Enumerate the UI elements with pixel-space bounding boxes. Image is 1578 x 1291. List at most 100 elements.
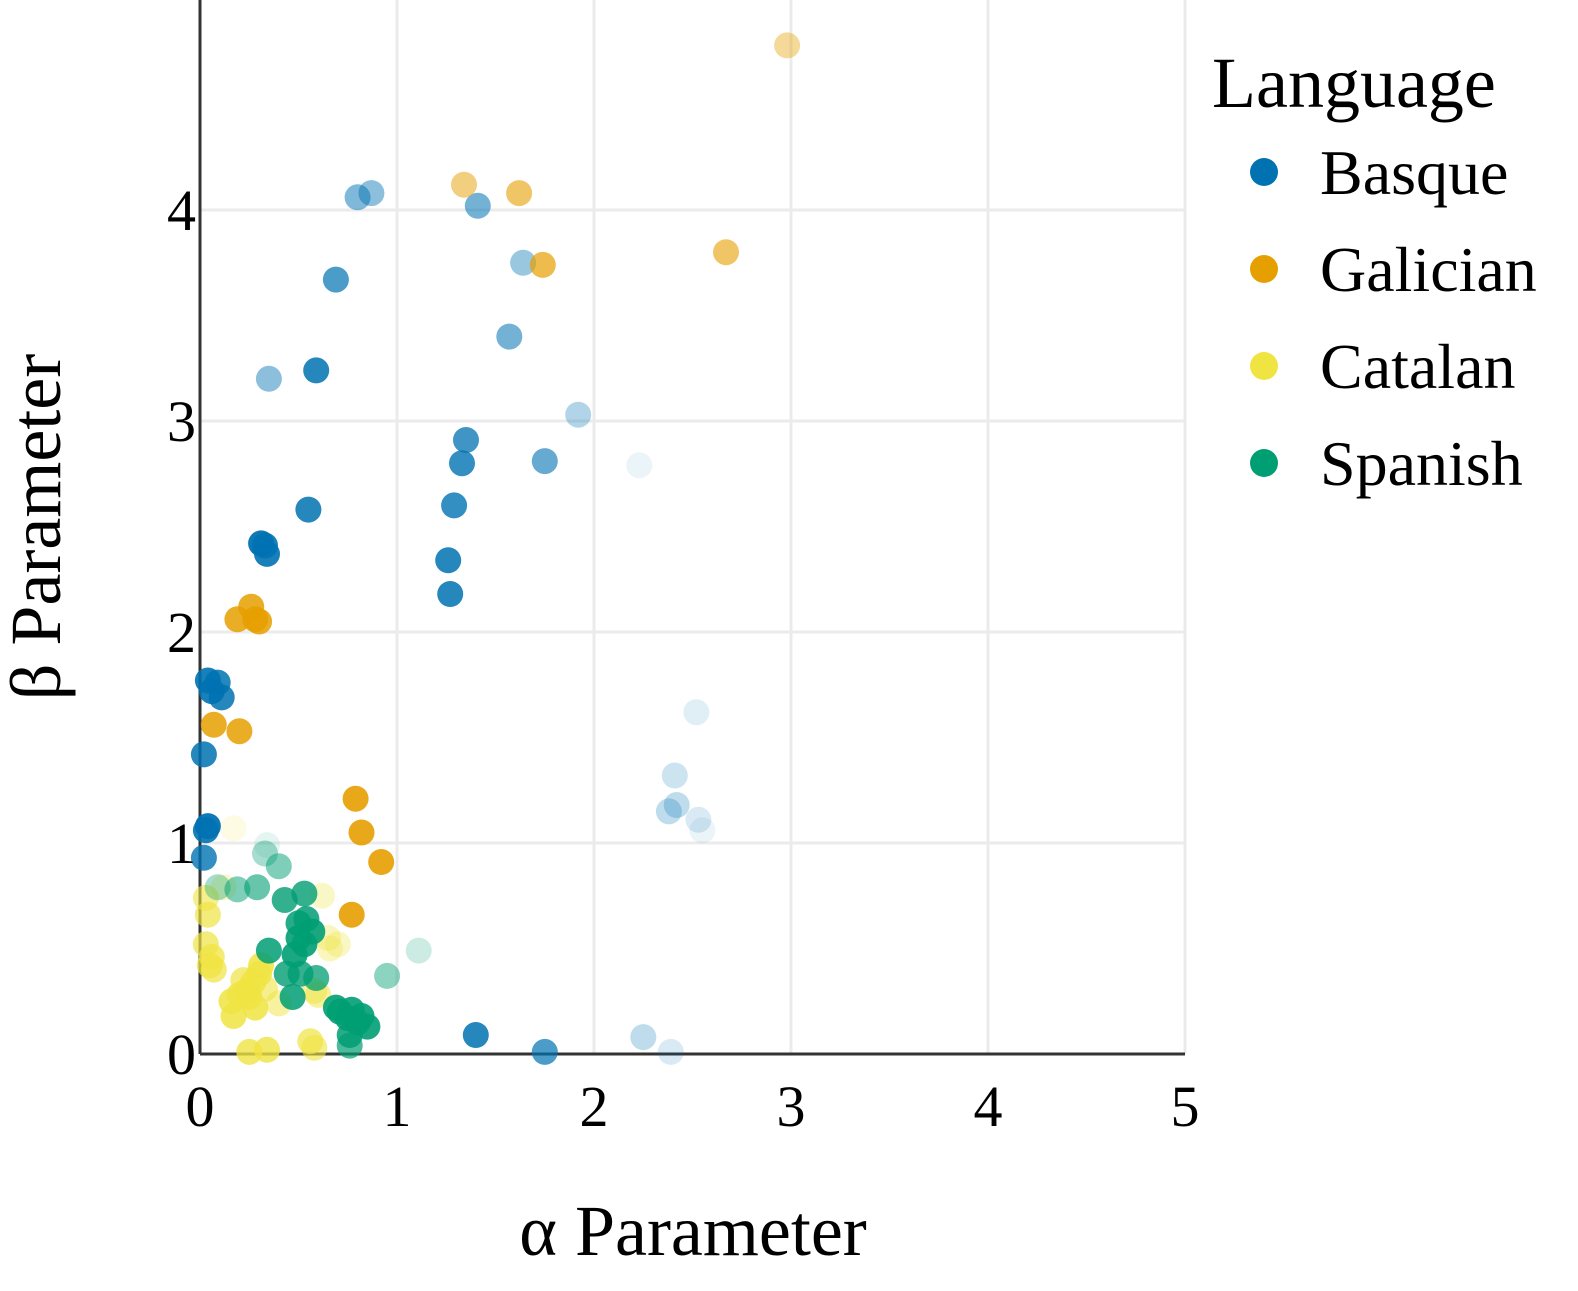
point-spanish-26 <box>374 962 401 989</box>
point-basque-9 <box>453 427 479 453</box>
point-spanish-5 <box>244 874 271 901</box>
point-basque-33 <box>689 817 716 844</box>
point-basque-8 <box>565 401 592 428</box>
y-axis-title: β Parameter <box>0 354 76 700</box>
point-basque-14 <box>295 496 322 523</box>
legend-label-basque: Basque <box>1320 137 1508 208</box>
point-galician-12 <box>348 819 375 846</box>
point-basque-5 <box>496 323 523 350</box>
point-basque-26 <box>192 817 219 844</box>
point-basque-7 <box>255 365 282 392</box>
series-galician <box>200 32 801 928</box>
point-catalan-26 <box>324 931 351 958</box>
legend-items: Basque Galician Catalan Spanish <box>1250 137 1537 499</box>
point-basque-1 <box>358 180 385 207</box>
point-spanish-2 <box>265 853 292 880</box>
legend-key-basque <box>1250 158 1278 186</box>
point-basque-23 <box>208 684 235 711</box>
grid <box>200 0 1187 1054</box>
point-spanish-6 <box>271 887 298 913</box>
point-galician-6 <box>224 606 251 633</box>
point-spanish-0 <box>254 832 280 859</box>
x-tick-label-3: 3 <box>777 1074 806 1139</box>
point-spanish-17 <box>303 965 330 991</box>
point-catalan-22 <box>301 1034 328 1061</box>
point-spanish-7 <box>291 880 318 907</box>
point-galician-1 <box>451 171 477 198</box>
point-galician-13 <box>368 849 395 875</box>
point-basque-34 <box>462 1022 489 1048</box>
point-galician-11 <box>342 785 369 812</box>
point-galician-9 <box>200 711 227 738</box>
point-galician-4 <box>529 251 556 278</box>
point-galician-0 <box>774 32 801 59</box>
series-basque <box>190 180 716 1065</box>
point-galician-14 <box>338 901 365 928</box>
data-points <box>190 32 801 1065</box>
point-basque-35 <box>531 1038 558 1065</box>
x-tick-label-4: 4 <box>974 1074 1003 1139</box>
point-catalan-15 <box>220 1003 247 1029</box>
legend-title: Language <box>1212 43 1496 123</box>
x-tick-label-2: 2 <box>580 1074 609 1139</box>
point-spanish-29 <box>348 1003 375 1029</box>
point-spanish-3 <box>204 874 231 901</box>
y-tick-label-0: 0 <box>167 1022 196 1087</box>
point-basque-29 <box>661 762 688 789</box>
point-catalan-17 <box>230 967 257 994</box>
series-spanish <box>204 832 432 1059</box>
series-catalan <box>192 815 351 1065</box>
legend-label-galician: Galician <box>1320 234 1537 305</box>
point-basque-18 <box>435 547 462 574</box>
point-spanish-28 <box>322 994 349 1021</box>
legend-label-catalan: Catalan <box>1320 331 1515 402</box>
point-basque-4 <box>322 266 349 293</box>
point-catalan-25 <box>317 935 343 962</box>
y-tick-label-2: 2 <box>167 600 196 665</box>
axes <box>198 0 1185 1056</box>
point-catalan-6 <box>200 956 227 983</box>
legend: Language Basque Galician Catalan Spanish <box>1212 43 1537 499</box>
point-basque-3 <box>510 249 537 276</box>
legend-label-spanish: Spanish <box>1320 428 1523 499</box>
point-basque-17 <box>254 540 280 567</box>
point-spanish-4 <box>224 876 251 903</box>
point-basque-24 <box>190 741 217 768</box>
point-basque-37 <box>657 1038 684 1065</box>
point-galician-3 <box>713 239 739 266</box>
point-basque-12 <box>626 452 653 479</box>
x-tick-label-1: 1 <box>383 1074 412 1139</box>
point-catalan-18 <box>252 975 278 1002</box>
x-axis-title: α Parameter <box>519 1191 867 1271</box>
point-basque-32 <box>685 806 712 833</box>
point-catalan-3 <box>194 901 221 928</box>
point-basque-36 <box>630 1024 657 1051</box>
point-basque-13 <box>441 492 468 519</box>
point-basque-28 <box>683 699 710 726</box>
y-tick-labels: 0 1 2 3 4 <box>167 178 196 1087</box>
x-tick-labels: 0 1 2 3 4 5 <box>186 1074 1200 1139</box>
legend-key-spanish <box>1250 449 1278 477</box>
y-tick-label-1: 1 <box>167 811 196 876</box>
point-basque-0 <box>344 184 371 211</box>
point-basque-6 <box>303 357 330 384</box>
point-basque-31 <box>655 798 682 825</box>
point-galician-8 <box>246 608 273 635</box>
x-tick-label-5: 5 <box>1171 1074 1200 1139</box>
point-spanish-14 <box>255 937 282 964</box>
point-basque-2 <box>464 192 491 219</box>
point-galician-2 <box>506 180 533 207</box>
point-spanish-25 <box>336 1032 363 1059</box>
point-basque-11 <box>531 448 558 475</box>
point-basque-27 <box>190 844 217 871</box>
point-spanish-27 <box>405 937 432 964</box>
y-tick-label-3: 3 <box>167 389 196 454</box>
point-catalan-20 <box>254 1036 280 1063</box>
point-spanish-18 <box>279 984 306 1010</box>
point-galician-10 <box>226 718 253 745</box>
legend-key-galician <box>1250 255 1278 283</box>
point-basque-19 <box>437 581 464 607</box>
x-tick-label-0: 0 <box>186 1074 215 1139</box>
point-basque-30 <box>663 792 690 818</box>
